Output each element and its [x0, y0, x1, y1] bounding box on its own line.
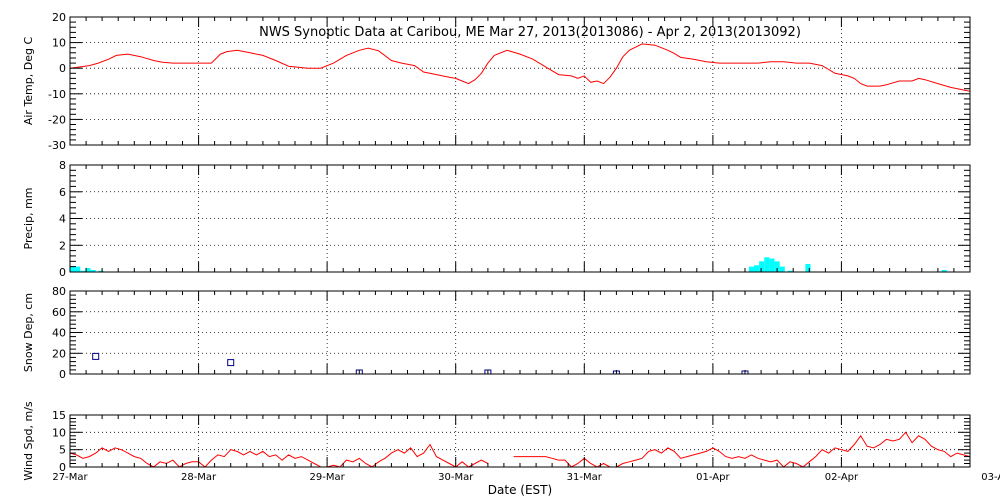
x-axis-label: Date (EST) [488, 483, 552, 497]
y-tick-label: 8 [59, 159, 66, 172]
precip-bar [90, 270, 96, 272]
precip-bar [941, 270, 947, 272]
y-tick-label: 6 [59, 186, 66, 199]
panel-temp-data [70, 43, 970, 92]
y-tick-label: 0 [59, 461, 66, 474]
precip-bar [779, 266, 785, 272]
x-tick-label: 28-Mar [181, 472, 217, 483]
precip-bar [805, 264, 811, 272]
x-tick-label: 31-Mar [567, 472, 603, 483]
precip-bar [75, 266, 81, 272]
y-tick-label: 20 [52, 11, 66, 24]
panel-precip-data [70, 257, 947, 272]
precip-bar [85, 268, 91, 272]
panel-snow: 0 20 40 60 80 Snow Dep, cm [22, 285, 971, 381]
y-tick-label: 20 [52, 347, 66, 360]
y-tick-label: 40 [52, 327, 66, 340]
x-tick-label: 02-Apr [825, 472, 859, 483]
y-tick-label: 10 [52, 37, 66, 50]
precip-bar [754, 265, 760, 272]
y-tick-label: 0 [59, 62, 66, 75]
y-tick-label: 0 [59, 266, 66, 279]
y-tick-label: 10 [52, 426, 66, 439]
precip-bar [70, 266, 76, 272]
y-tick-label: 60 [52, 306, 66, 319]
snow-depth-point [92, 352, 100, 360]
series-line-wind [70, 443, 489, 467]
series-line-temp [70, 43, 970, 92]
y-tick-label: 0 [59, 368, 66, 381]
chart-title: NWS Synoptic Data at Caribou, ME Mar 27,… [259, 25, 801, 40]
x-tick-label: 27-Mar [52, 472, 88, 483]
panel-precip: 0 2 4 6 8 Precip, mm [22, 159, 971, 279]
series-line-wind [513, 431, 970, 467]
y-axis-label-snow: Snow Dep, cm [22, 293, 35, 372]
y-tick-label: 80 [52, 285, 66, 298]
y-tick-label: 5 [59, 444, 66, 457]
y-tick-label: -10 [48, 88, 66, 101]
panel-wind: 0 5 10 15 Wind Spd, m/s [22, 401, 971, 481]
y-axis-label-wind: Wind Spd, m/s [22, 401, 35, 481]
x-tick-label: 03-Apr [981, 472, 1000, 483]
panel-frame [69, 414, 971, 468]
precip-bar [787, 270, 793, 272]
y-axis-label-precip: Precip, mm [22, 188, 35, 250]
y-tick-label: 2 [59, 239, 66, 252]
snow-depth-point [227, 359, 235, 367]
precip-bar [748, 266, 754, 272]
x-tick-label: 01-Apr [696, 472, 730, 483]
y-tick-label: 4 [59, 213, 66, 226]
precip-bar [98, 270, 104, 272]
panel-snow-data [92, 352, 749, 374]
y-axis-label-temp: Air Temp, Deg C [22, 37, 35, 126]
y-tick-label: -20 [48, 113, 66, 126]
panel-wind-data [70, 431, 970, 467]
x-tick-label: 29-Mar [310, 472, 346, 483]
precip-bar [769, 258, 775, 272]
panel-temp: -30 -20 -10 0 10 20 Air Temp, Deg C [22, 11, 971, 152]
precip-bar [759, 261, 765, 272]
x-tick-label: 30-Mar [438, 472, 474, 483]
y-tick-label: -30 [48, 139, 66, 152]
precip-bar [80, 270, 86, 272]
precip-bar [764, 257, 770, 272]
precip-bar [774, 261, 780, 272]
y-tick-label: 15 [52, 409, 66, 422]
